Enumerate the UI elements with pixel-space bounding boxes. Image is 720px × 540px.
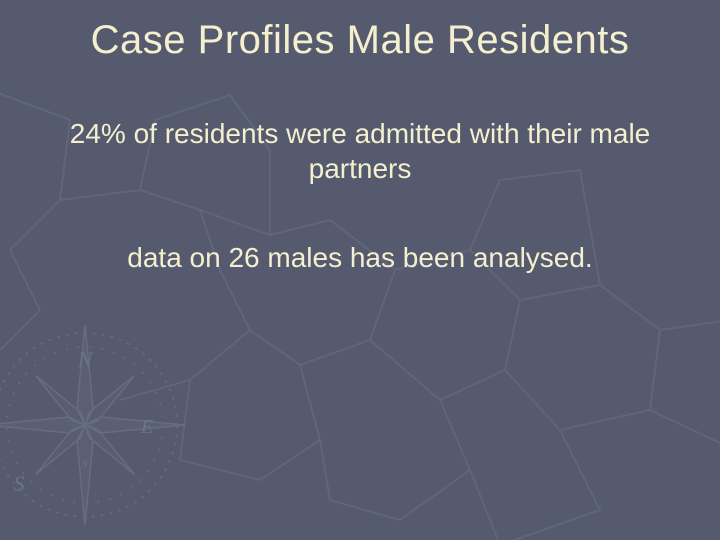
svg-text:E: E — [140, 416, 153, 438]
svg-text:S: S — [14, 471, 25, 496]
slide-body-line-2: data on 26 males has been analysed. — [40, 242, 680, 274]
svg-text:s: s — [82, 456, 88, 471]
presentation-slide: N E S s Case Profiles Male Residents 24%… — [0, 0, 720, 540]
slide-title: Case Profiles Male Residents — [0, 18, 720, 63]
svg-text:N: N — [77, 347, 94, 372]
slide-body-line-1: 24% of residents were admitted with thei… — [40, 116, 680, 186]
